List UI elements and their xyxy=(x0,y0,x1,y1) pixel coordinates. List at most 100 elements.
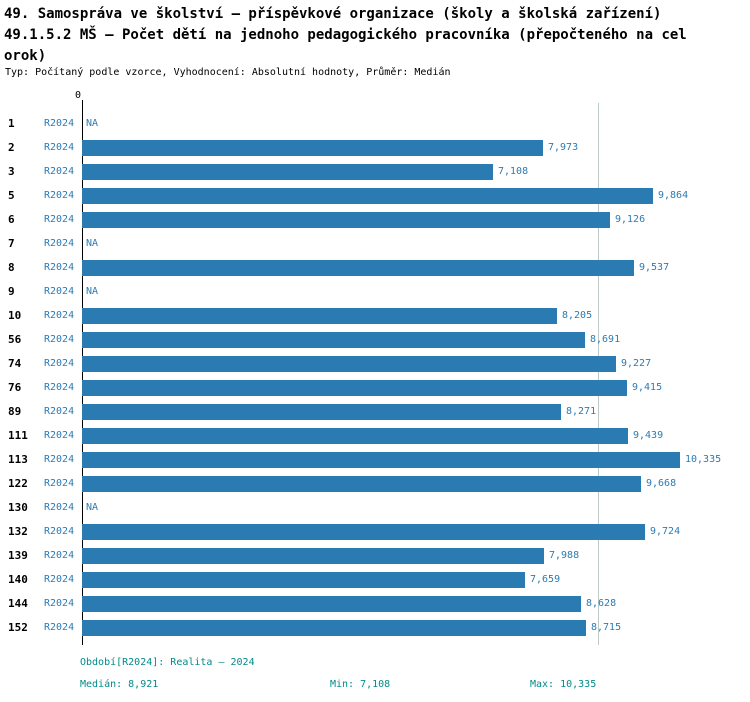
footer-max-stat: Max: 10,335 xyxy=(530,679,597,690)
chart-row: 113 R2024 10,335 xyxy=(0,448,750,472)
row-id-label: 144 xyxy=(8,597,28,610)
bar-value-label: 10,335 xyxy=(685,454,722,465)
bar xyxy=(82,428,628,444)
row-id-label: 3 xyxy=(8,165,15,178)
series-label: R2024 xyxy=(44,310,75,321)
median-gridline xyxy=(598,103,599,645)
chart-row: 139 R2024 7,988 xyxy=(0,544,750,568)
chart-row: 89 R2024 8,271 xyxy=(0,400,750,424)
bar xyxy=(82,164,493,180)
bar-value-label: 7,988 xyxy=(549,550,580,561)
footer-period: Období[R2024]: Realita – 2024 xyxy=(80,657,255,668)
bar-value-label: 8,271 xyxy=(566,406,597,417)
series-label: R2024 xyxy=(44,358,75,369)
chart-row: 8 R2024 9,537 xyxy=(0,256,750,280)
series-label: R2024 xyxy=(44,166,75,177)
bar-value-label: 9,439 xyxy=(633,430,664,441)
bar-value-label: 9,864 xyxy=(658,190,689,201)
series-label: R2024 xyxy=(44,142,75,153)
chart-row: 1 R2024 NA xyxy=(0,112,750,136)
row-id-label: 2 xyxy=(8,141,15,154)
bar xyxy=(82,188,653,204)
bar xyxy=(82,308,557,324)
row-id-label: 56 xyxy=(8,333,22,346)
x-axis-zero-label: 0 xyxy=(75,90,82,101)
bar-value-label: NA xyxy=(86,502,99,513)
bar-value-label: 9,537 xyxy=(639,262,670,273)
series-label: R2024 xyxy=(44,286,75,297)
chart-row: 140 R2024 7,659 xyxy=(0,568,750,592)
chart-row: 144 R2024 8,628 xyxy=(0,592,750,616)
chart-row: 132 R2024 9,724 xyxy=(0,520,750,544)
chart-title-line-2: 49.1.5.2 MŠ – Počet dětí na jednoho peda… xyxy=(4,27,687,43)
bar xyxy=(82,212,610,228)
series-label: R2024 xyxy=(44,406,75,417)
series-label: R2024 xyxy=(44,550,75,561)
chart-title-line-1: 49. Samospráva ve školství – příspěvkové… xyxy=(4,6,662,22)
row-id-label: 113 xyxy=(8,453,28,466)
series-label: R2024 xyxy=(44,214,75,225)
chart-row: 76 R2024 9,415 xyxy=(0,376,750,400)
bar-value-label: 9,724 xyxy=(650,526,681,537)
row-id-label: 1 xyxy=(8,117,15,130)
bar xyxy=(82,548,544,564)
row-id-label: 152 xyxy=(8,621,28,634)
series-label: R2024 xyxy=(44,574,75,585)
row-id-label: 6 xyxy=(8,213,15,226)
series-label: R2024 xyxy=(44,238,75,249)
bar xyxy=(82,380,627,396)
series-label: R2024 xyxy=(44,382,75,393)
bar xyxy=(82,596,581,612)
row-id-label: 89 xyxy=(8,405,22,418)
bar-value-label: 8,205 xyxy=(562,310,593,321)
chart-row: 56 R2024 8,691 xyxy=(0,328,750,352)
chart-row: 7 R2024 NA xyxy=(0,232,750,256)
bar xyxy=(82,524,645,540)
bar xyxy=(82,476,641,492)
bar xyxy=(82,572,525,588)
bar-value-label: 9,227 xyxy=(621,358,652,369)
row-id-label: 76 xyxy=(8,381,22,394)
footer-median-stat: Medián: 8,921 xyxy=(80,679,159,690)
series-label: R2024 xyxy=(44,454,75,465)
chart-row: 130 R2024 NA xyxy=(0,496,750,520)
chart-row: 6 R2024 9,126 xyxy=(0,208,750,232)
chart-subtitle: Typ: Počítaný podle vzorce, Vyhodnocení:… xyxy=(5,67,451,78)
series-label: R2024 xyxy=(44,190,75,201)
row-id-label: 8 xyxy=(8,261,15,274)
chart-row: 111 R2024 9,439 xyxy=(0,424,750,448)
bar xyxy=(82,620,586,636)
chart-row: 74 R2024 9,227 xyxy=(0,352,750,376)
bar-value-label: 9,415 xyxy=(632,382,663,393)
chart-row: 5 R2024 9,864 xyxy=(0,184,750,208)
bar xyxy=(82,140,543,156)
row-id-label: 5 xyxy=(8,189,15,202)
series-label: R2024 xyxy=(44,478,75,489)
row-id-label: 10 xyxy=(8,309,22,322)
footer-min-stat: Min: 7,108 xyxy=(330,679,391,690)
chart-row: 3 R2024 7,108 xyxy=(0,160,750,184)
bar xyxy=(82,404,561,420)
bar-value-label: 8,715 xyxy=(591,622,622,633)
row-id-label: 140 xyxy=(8,573,28,586)
bar-value-label: NA xyxy=(86,238,99,249)
series-label: R2024 xyxy=(44,526,75,537)
bar xyxy=(82,452,680,468)
bar-value-label: 7,659 xyxy=(530,574,561,585)
series-label: R2024 xyxy=(44,118,75,129)
chart-row: 2 R2024 7,973 xyxy=(0,136,750,160)
bar-value-label: 7,108 xyxy=(498,166,529,177)
bar-value-label: NA xyxy=(86,286,99,297)
chart-row: 9 R2024 NA xyxy=(0,280,750,304)
bar xyxy=(82,356,616,372)
chart-rows: 1 R2024 NA 2 R2024 7,973 3 R2024 7,108 5 R2024 9,86… xyxy=(0,112,750,640)
series-label: R2024 xyxy=(44,502,75,513)
series-label: R2024 xyxy=(44,430,75,441)
chart-row: 10 R2024 8,205 xyxy=(0,304,750,328)
row-id-label: 132 xyxy=(8,525,28,538)
chart-row: 152 R2024 8,715 xyxy=(0,616,750,640)
row-id-label: 74 xyxy=(8,357,22,370)
bar-value-label: 8,628 xyxy=(586,598,617,609)
bar xyxy=(82,332,585,348)
row-id-label: 130 xyxy=(8,501,28,514)
